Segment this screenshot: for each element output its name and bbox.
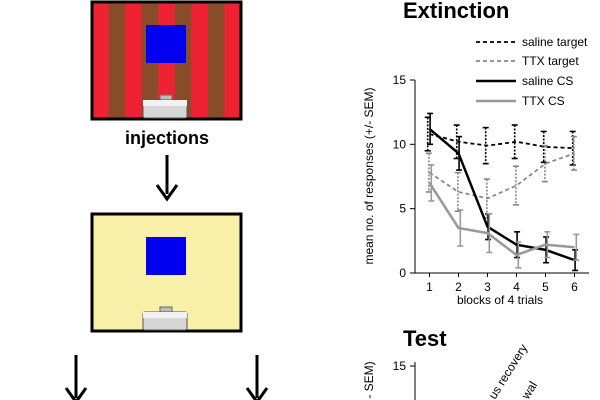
food-magazine-1 — [142, 94, 188, 119]
x-tick-label: 1 — [426, 280, 433, 294]
series-saline-target — [424, 116, 576, 166]
x-tick-label: 2 — [455, 280, 462, 294]
x-ticks: 1 2 3 4 5 6 — [426, 273, 578, 294]
series-TTX-CS — [428, 164, 580, 269]
x-tick-label: 4 — [513, 280, 520, 294]
context-box-striped — [90, 0, 243, 121]
test-chart: Test 15 - SEM) us recovery wal — [362, 326, 540, 400]
arrow-down-1 — [155, 155, 179, 202]
test-label-wal: wal — [518, 379, 540, 400]
series-line — [429, 152, 575, 200]
y-tick-label: 10 — [393, 137, 407, 151]
diagram-panel: injections — [64, 0, 269, 400]
y-axis-label: mean no. of responses (+/- SEM) — [362, 87, 376, 264]
y-tick-label: 0 — [399, 266, 406, 280]
chart-title: Extinction — [403, 0, 509, 23]
series-line — [428, 182, 575, 257]
series-line — [428, 127, 575, 262]
y-ticks: 0 5 10 15 — [393, 73, 415, 280]
series-layer — [424, 112, 580, 272]
stripe — [207, 2, 225, 119]
y-tick-label: 5 — [399, 202, 406, 216]
y-tick-label: 15 — [393, 73, 407, 87]
x-tick-label: 5 — [542, 280, 549, 294]
legend-saline-target: saline target — [522, 35, 588, 49]
food-magazine-2 — [142, 306, 188, 331]
context-box-yellow — [90, 212, 243, 333]
stripe — [108, 2, 126, 119]
test-title: Test — [403, 326, 447, 351]
striped-box-frame — [90, 0, 243, 121]
arrow-down-right — [245, 355, 269, 400]
extinction-chart: Extinction saline target TTX target sali… — [362, 0, 589, 307]
light-stimulus-square — [146, 25, 186, 63]
legend-ttx-target: TTX target — [522, 54, 579, 68]
legend-saline-cs: saline CS — [522, 74, 573, 88]
test-ytick-label-15: 15 — [393, 359, 407, 373]
legend: saline target TTX target saline CS TTX C… — [476, 35, 588, 108]
light-stimulus-square-2 — [146, 237, 186, 275]
arrow-down-left — [64, 355, 88, 400]
x-tick-label: 3 — [484, 280, 491, 294]
x-axis-label: blocks of 4 trials — [457, 293, 543, 307]
injections-label: injections — [125, 128, 209, 148]
legend-ttx-cs: TTX CS — [522, 94, 565, 108]
x-tick-label: 6 — [571, 280, 578, 294]
series-line — [429, 133, 575, 150]
test-y-axis-label: - SEM) — [362, 361, 376, 398]
series-TTX-target — [425, 135, 577, 219]
